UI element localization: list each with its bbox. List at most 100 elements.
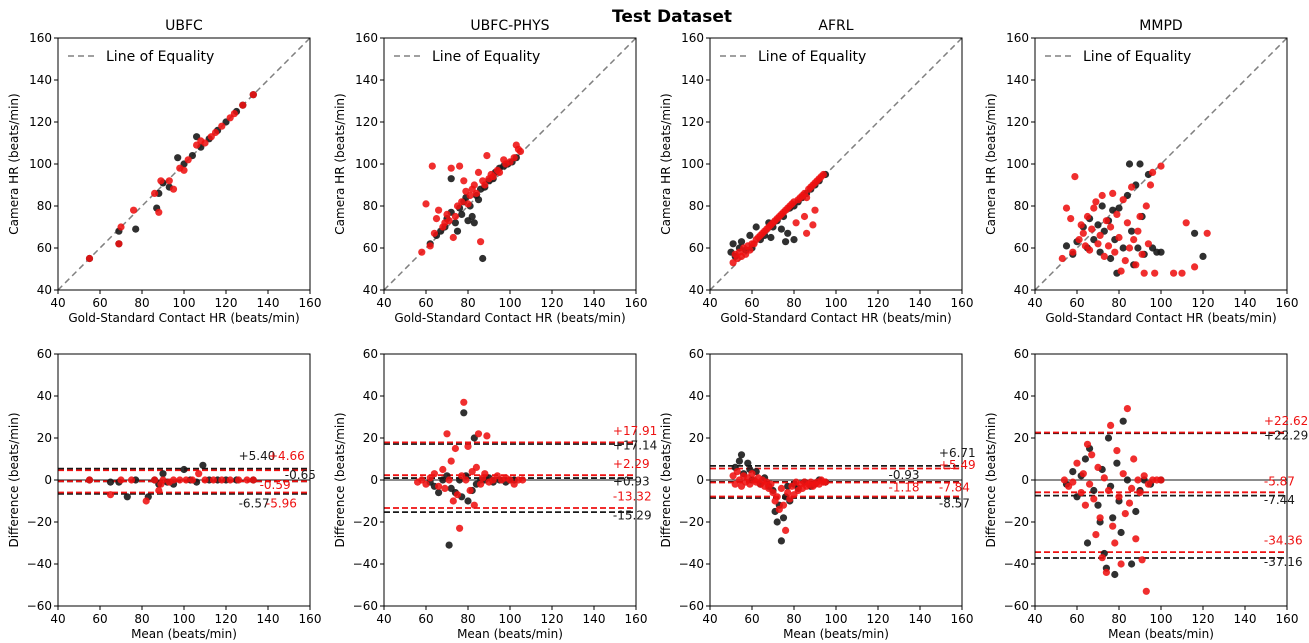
chart-3-series-1-point-1 xyxy=(1062,204,1071,212)
chart-7-annotation-3: -7.44 xyxy=(1264,493,1295,507)
chart-1-series-1-point-5 xyxy=(432,215,441,223)
chart-5-series-1-point-12 xyxy=(451,444,459,453)
chart-5-annotation-4: -13.32 xyxy=(613,490,652,504)
chart-6-series-1-point-21 xyxy=(773,493,781,501)
chart-6-xtick-label-1: 60 xyxy=(744,612,759,626)
chart-7-series-1-point-0 xyxy=(1060,476,1068,484)
chart-6-annotation-4: -7.84 xyxy=(939,481,970,495)
chart-0-series-1-point-11 xyxy=(184,156,192,164)
chart-1-series-1-point-9 xyxy=(443,210,451,218)
chart-3-ytick-label-5: 140 xyxy=(1006,73,1029,87)
chart-0-ylabel: Camera HR (beats/min) xyxy=(7,93,21,234)
chart-3-series-1-point-17 xyxy=(1100,252,1108,260)
chart-0-xtick-label-3: 100 xyxy=(173,296,196,310)
chart-7-series-1-point-25 xyxy=(1121,509,1129,518)
chart-3-series-1-point-41 xyxy=(1151,269,1159,277)
chart-7-series-1-point-32 xyxy=(1136,489,1144,497)
chart-5-xtick-label-2: 80 xyxy=(460,612,475,626)
chart-5-xlabel: Mean (beats/min) xyxy=(457,627,563,641)
chart-3-series-1-point-6 xyxy=(1077,221,1085,229)
chart-3-series-1-point-45 xyxy=(1182,219,1190,227)
chart-2-ytick-label-6: 160 xyxy=(681,31,704,45)
chart-0-ytick-label-6: 160 xyxy=(29,31,52,45)
chart-1-series-1-point-24 xyxy=(474,168,483,176)
chart-1-series-0-point-15 xyxy=(468,212,476,221)
chart-5-ylabel: Difference (beats/min) xyxy=(333,412,347,547)
chart-7-series-0-point-16 xyxy=(1111,570,1119,579)
chart-7-series-1-point-39 xyxy=(1157,476,1165,484)
chart-1-series-1-point-4 xyxy=(430,229,438,237)
chart-1-series-1-point-22 xyxy=(470,181,478,189)
chart-0-xtick-label-0: 40 xyxy=(50,296,65,310)
chart-0-series-1-point-2 xyxy=(117,223,125,231)
chart-7-series-0-point-4 xyxy=(1081,455,1089,463)
chart-3-series-0-point-32 xyxy=(1199,252,1207,260)
chart-3-series-0-point-7 xyxy=(1094,221,1102,229)
chart-3-series-1-point-34 xyxy=(1136,212,1144,221)
chart-7-series-0-point-20 xyxy=(1119,417,1127,425)
chart-0-xtick-label-1: 60 xyxy=(92,296,107,310)
chart-1-xtick-label-2: 80 xyxy=(460,296,475,310)
chart-7-xtick-label-6: 160 xyxy=(1276,612,1299,626)
chart-4-ytick-label-3: 0 xyxy=(44,473,52,487)
chart-5-series-1-point-7 xyxy=(441,484,449,492)
chart-2-ytick-label-3: 100 xyxy=(681,157,704,171)
chart-3-series-1-point-3 xyxy=(1069,248,1077,256)
chart-4-series-1-point-10 xyxy=(169,476,178,484)
chart-4-series-1-point-19 xyxy=(235,476,243,484)
chart-2-series-0-point-18 xyxy=(784,229,792,237)
chart-1-xtick-label-0: 40 xyxy=(376,296,391,310)
chart-4-xtick-label-5: 140 xyxy=(257,612,280,626)
chart-7-series-1-point-9 xyxy=(1088,451,1096,459)
chart-5-series-0-point-12 xyxy=(464,497,472,505)
chart-3-series-0-point-17 xyxy=(1119,244,1127,252)
chart-2-ytick-label-0: 40 xyxy=(689,283,704,297)
chart-6-ytick-label-3: 0 xyxy=(696,473,704,487)
chart-4-xtick-label-1: 60 xyxy=(92,612,107,626)
chart-0-series-1-point-3 xyxy=(130,206,138,214)
chart-3-series-0-point-9 xyxy=(1098,202,1106,210)
chart-5-series-1-point-21 xyxy=(470,501,478,509)
chart-0-title: UBFC xyxy=(165,18,203,34)
chart-1-panel: 40 60 80 100 120 140 160406080100120140160Gold… xyxy=(333,18,647,325)
chart-6-xtick-label-4: 120 xyxy=(867,612,890,626)
chart-5-series-1-point-23 xyxy=(474,430,483,438)
chart-3-series-1-point-32 xyxy=(1132,261,1140,269)
chart-3-series-1-point-13 xyxy=(1092,198,1100,206)
chart-5-ytick-label-3: 0 xyxy=(370,473,378,487)
chart-4-series-0-point-3 xyxy=(123,493,131,501)
chart-5-annotation-5: -15.29 xyxy=(613,508,652,522)
chart-3-legend: Line of Equality xyxy=(1045,49,1191,65)
chart-3-series-1-point-37 xyxy=(1142,202,1150,210)
chart-7-series-1-point-13 xyxy=(1096,514,1104,522)
chart-0-xtick-label-6: 160 xyxy=(299,296,322,310)
chart-3-series-1-point-33 xyxy=(1134,227,1142,235)
chart-5-xtick-label-6: 160 xyxy=(625,612,648,626)
chart-7-ylabel: Difference (beats/min) xyxy=(984,412,998,547)
chart-4-series-1-point-14 xyxy=(195,470,203,478)
chart-6-series-1-point-18 xyxy=(767,480,775,488)
chart-6-series-0-point-2 xyxy=(737,451,746,459)
chart-2-title: AFRL xyxy=(818,18,853,34)
chart-3-series-1-point-12 xyxy=(1090,204,1098,212)
chart-4-panel: 40 60 80 100 120 140 160 −60 −40 −20 0 20 40 60 Mean (… xyxy=(7,347,321,641)
chart-0-legend: Line of Equality xyxy=(68,49,214,65)
chart-1-ytick-label-1: 60 xyxy=(363,241,378,255)
chart-0-series-1-point-21 xyxy=(249,91,257,99)
chart-1-legend: Line of Equality xyxy=(394,49,540,65)
chart-5-series-1-point-4 xyxy=(430,470,438,478)
chart-2-legend-label: Line of Equality xyxy=(758,49,866,65)
chart-4-xtick-label-4: 120 xyxy=(215,612,238,626)
chart-7-annotation-0: +22.62 xyxy=(1264,414,1308,428)
chart-4-series-0-point-14 xyxy=(199,461,207,469)
chart-0-ytick-label-0: 40 xyxy=(37,283,52,297)
chart-1-series-0-point-6 xyxy=(447,175,455,183)
chart-7-series-0-point-15 xyxy=(1109,514,1117,522)
chart-6-xtick-label-3: 100 xyxy=(825,612,848,626)
chart-7-ytick-label-2: −20 xyxy=(1004,515,1029,529)
chart-7-series-1-point-19 xyxy=(1109,522,1117,530)
chart-3-series-1-point-47 xyxy=(1203,229,1211,237)
chart-4-series-1-point-0 xyxy=(85,476,94,484)
chart-1-series-1-point-25 xyxy=(477,238,485,246)
